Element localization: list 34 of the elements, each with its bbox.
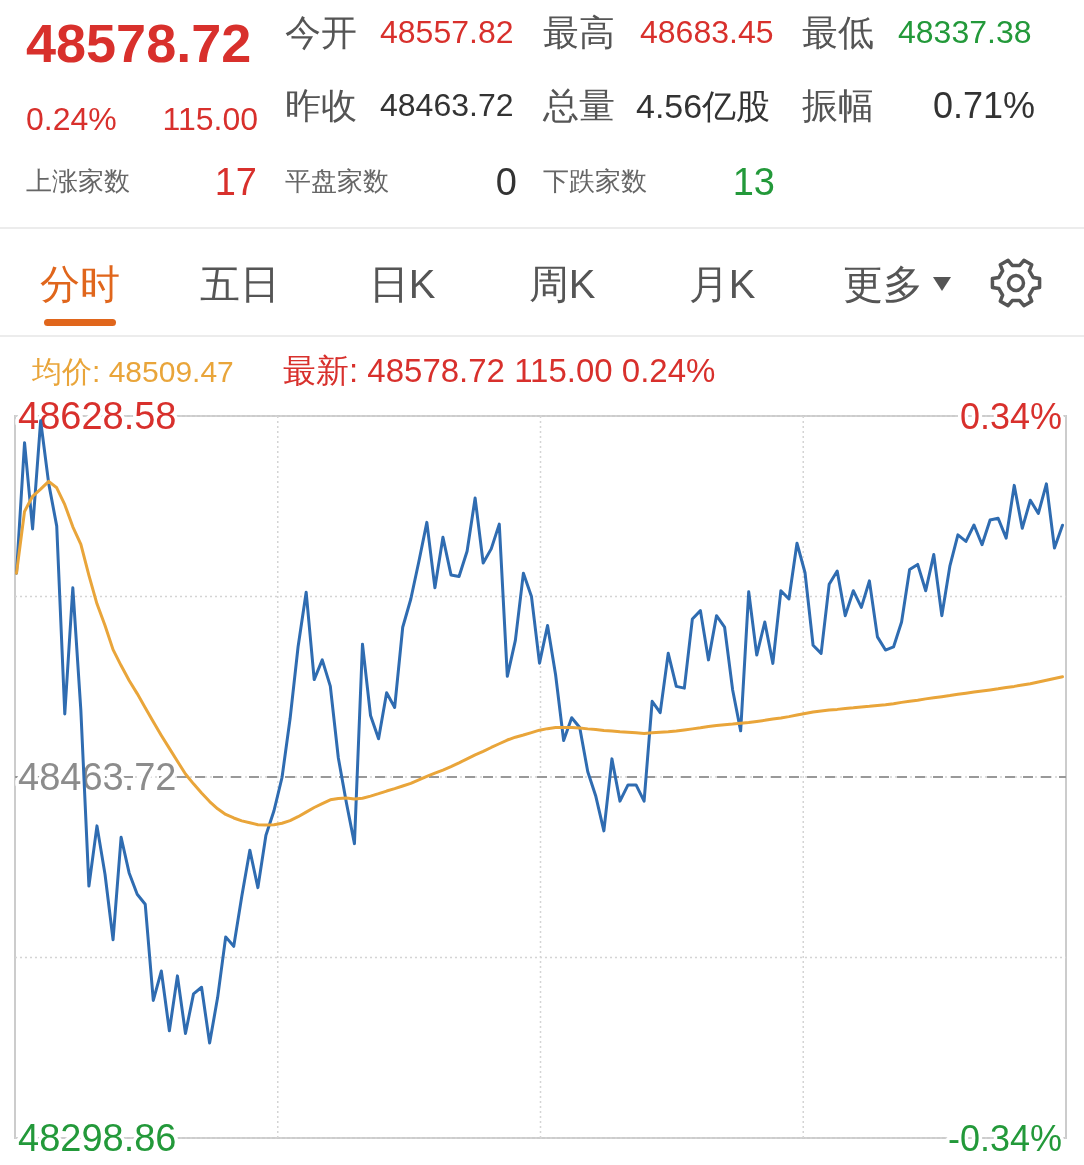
line-series bbox=[15, 479, 1064, 827]
text: 周K bbox=[528, 262, 596, 306]
text: 今开 bbox=[285, 12, 357, 53]
text: 日K bbox=[368, 262, 436, 306]
text: 48578.72 bbox=[26, 13, 252, 73]
text: 最新: 48578.72 115.00 0.24% bbox=[283, 352, 716, 389]
text: 更多 bbox=[843, 262, 923, 306]
text: 最高 bbox=[543, 12, 615, 53]
y2-tick-label: 0.34% bbox=[959, 395, 1062, 437]
text: 115.00 bbox=[162, 101, 258, 137]
y-tick-label: 48628.58 bbox=[18, 395, 177, 437]
text: 上涨家数 bbox=[26, 166, 130, 196]
text: 0.24% bbox=[26, 101, 117, 137]
text: 分时 bbox=[40, 262, 120, 306]
text: 振幅 bbox=[802, 85, 874, 126]
text: 下跌家数 bbox=[543, 166, 647, 196]
text: 48557.82 bbox=[380, 14, 514, 50]
text: 4.56亿股 bbox=[636, 87, 771, 125]
text: 17 bbox=[214, 161, 257, 203]
text: 0.71% bbox=[932, 85, 1035, 126]
text: 昨收 bbox=[285, 85, 357, 126]
text: 0 bbox=[495, 161, 517, 203]
text: 月K bbox=[688, 262, 756, 306]
text: 48337.38 bbox=[898, 14, 1032, 50]
y-tick-label: 48298.86 bbox=[18, 1117, 177, 1159]
text: 最低 bbox=[802, 12, 874, 53]
y2-tick-label: -0.34% bbox=[947, 1117, 1062, 1159]
text: 48463.72 bbox=[380, 87, 514, 123]
text: 总量 bbox=[542, 85, 615, 126]
text: 13 bbox=[732, 161, 775, 203]
text: 平盘家数 bbox=[285, 166, 389, 196]
text: 48683.45 bbox=[640, 14, 774, 50]
text: 均价: 48509.47 bbox=[31, 355, 234, 388]
text: 五日 bbox=[200, 262, 280, 306]
